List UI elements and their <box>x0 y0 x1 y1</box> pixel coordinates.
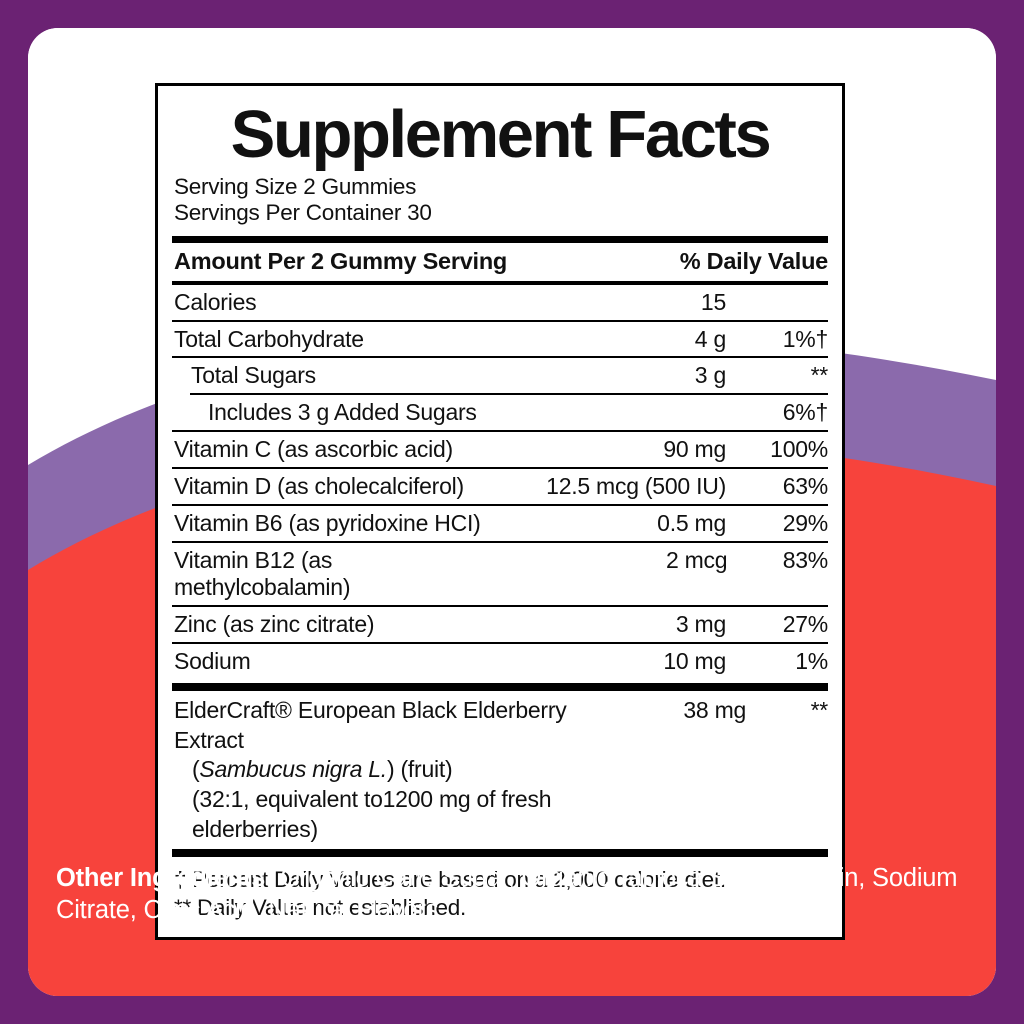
herb-scientific-name: Sambucus nigra L. <box>199 756 387 783</box>
rule-above-amount-header <box>172 236 828 244</box>
herb-amount: 38 mg <box>683 696 747 723</box>
row-name: Sodium <box>174 647 251 674</box>
rule-below-herb-section <box>172 849 828 858</box>
row-divider <box>172 430 828 433</box>
row-dv: 100% <box>770 436 828 463</box>
row-divider <box>172 604 828 607</box>
row-divider <box>172 467 828 470</box>
daily-value-header-label: % Daily Value <box>679 248 829 275</box>
panel-title: Supplement Facts <box>230 97 772 172</box>
footnote-asterisk: ** Daily Value not established. <box>174 894 467 920</box>
row-name: Includes 3 g Added Sugars <box>208 399 477 426</box>
row-dv: ** <box>810 362 829 389</box>
row-dv: 1%† <box>782 325 829 352</box>
row-name: Total Carbohydrate <box>174 325 364 352</box>
row-dv: 27% <box>782 610 829 637</box>
table-row: Zinc (as zinc citrate) 3 mg 27% <box>172 607 828 642</box>
herb-name-line1: ElderCraft® European Black Elderberry Ex… <box>174 696 567 753</box>
row-amount: 4 g <box>694 325 726 352</box>
row-name: Vitamin D (as cholecalciferol) <box>174 473 464 500</box>
other-ingredients-label: Other Ingredients: <box>56 864 274 892</box>
amount-header-row: Amount Per 2 Gummy Serving % Daily Value <box>172 243 828 280</box>
footnotes: † Percent Daily Values are based on a 2,… <box>172 857 828 923</box>
row-amount: 2 mcg <box>665 547 728 574</box>
row-dv: 63% <box>782 473 829 500</box>
row-dv: 6%† <box>782 399 829 426</box>
herb-name-line3: (32:1, equivalent to1200 mg of fresh eld… <box>192 786 552 843</box>
rule-below-amount-header <box>172 280 828 285</box>
footnote-dagger: † Percent Daily Values are based on a 2,… <box>174 867 726 893</box>
row-amount: 15 <box>700 288 726 315</box>
servings-per-container: Servings Per Container 30 <box>174 200 432 226</box>
row-dv: 83% <box>782 547 829 574</box>
row-amount: 0.5 mg <box>657 510 726 537</box>
herb-paren-close: ) (fruit) <box>386 756 453 783</box>
amount-header-label: Amount Per 2 Gummy Serving <box>174 248 508 275</box>
table-row: Vitamin B12 (as methylcobalamin) 2 mcg 8… <box>172 543 828 605</box>
herb-row: ElderCraft® European Black Elderberry Ex… <box>172 691 828 849</box>
row-divider <box>172 541 828 544</box>
other-ingredients-band: Other Ingredients: Organic Cane Sugar, O… <box>28 836 996 996</box>
serving-size: Serving Size 2 Gummies <box>174 173 417 199</box>
row-amount: 3 mg <box>675 610 726 637</box>
table-row: Calories 15 <box>172 285 828 320</box>
other-ingredients-text: Other Ingredients: Organic Cane Sugar, O… <box>56 862 968 927</box>
row-dv: 1% <box>795 647 828 674</box>
table-row: Includes 3 g Added Sugars 6%† <box>172 395 828 430</box>
supplement-facts-panel: Supplement Facts Serving Size 2 Gummies … <box>155 83 845 940</box>
row-name: Calories <box>174 288 257 315</box>
row-divider <box>172 504 828 507</box>
table-row: Vitamin C (as ascorbic acid) 90 mg 100% <box>172 432 828 467</box>
herb-dv: ** <box>810 696 829 723</box>
table-row: Total Carbohydrate 4 g 1%† <box>172 322 828 357</box>
other-ingredients-list: Organic Cane Sugar, Organic Tapioca Syru… <box>56 864 958 925</box>
row-name: Vitamin C (as ascorbic acid) <box>174 436 453 463</box>
row-name: Vitamin B6 (as pyridoxine HCI) <box>174 510 481 537</box>
row-divider <box>172 319 828 322</box>
row-name: Total Sugars <box>191 362 316 389</box>
label-card: Supplement Facts Serving Size 2 Gummies … <box>28 28 996 996</box>
row-divider-inset <box>190 393 828 396</box>
herb-name-block: ElderCraft® European Black Elderberry Ex… <box>174 696 578 845</box>
row-amount: 10 mg <box>663 647 726 674</box>
rule-above-herb-section <box>172 682 828 691</box>
row-name: Zinc (as zinc citrate) <box>174 610 375 637</box>
row-amount: 90 mg <box>663 436 726 463</box>
row-divider <box>172 641 828 644</box>
table-row: Vitamin B6 (as pyridoxine HCI) 0.5 mg 29… <box>172 506 828 541</box>
herb-name-line2: (Sambucus nigra L.) (fruit) <box>174 755 572 785</box>
table-row: Total Sugars 3 g ** <box>172 358 828 393</box>
row-divider <box>172 356 828 359</box>
herb-paren-open: ( <box>192 756 200 783</box>
row-dv: 29% <box>782 510 829 537</box>
table-row: Vitamin D (as cholecalciferol) 12.5 mcg … <box>172 469 828 504</box>
table-row: Sodium 10 mg 1% <box>172 644 828 679</box>
row-name: Vitamin B12 (as methylcobalamin) <box>174 547 351 600</box>
row-amount: 3 g <box>694 362 726 389</box>
row-amount: 12.5 mcg (500 IU) <box>546 473 726 500</box>
